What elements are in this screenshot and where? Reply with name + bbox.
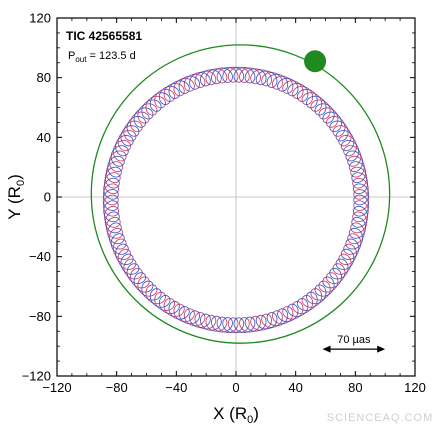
scale-bar-arrow-left — [322, 345, 331, 353]
scale-bar: 70 µas — [322, 334, 386, 353]
y-axis-label: Y (R0) — [5, 174, 27, 220]
ticks — [56, 17, 416, 377]
y-tick-label: −80 — [29, 309, 51, 324]
y-tick-label: 0 — [44, 190, 51, 205]
y-tick-label: −40 — [29, 249, 51, 264]
y-tick-label: 80 — [37, 70, 51, 85]
x-tick-label: 0 — [232, 380, 239, 395]
scale-bar-arrow-right — [377, 345, 386, 353]
x-tick-label: 40 — [288, 380, 302, 395]
inner-orbit-layer — [102, 66, 370, 334]
y-tick-label: −120 — [22, 369, 51, 384]
y-tick-labels: −120 −80 −40 0 40 80 120 — [22, 11, 51, 384]
companion-point — [304, 50, 327, 73]
x-tick-label: −40 — [165, 380, 187, 395]
y-tick-label: 120 — [29, 11, 51, 26]
watermark: SCIENCEAQ.COM — [327, 412, 433, 424]
companion-layer — [304, 50, 327, 73]
inner-orbit-line-2 — [102, 66, 370, 334]
chart-title: TIC 42565581 — [66, 29, 142, 43]
x-tick-labels: −120 −80 −40 0 40 80 120 — [42, 380, 426, 395]
outer-orbit-line — [90, 44, 391, 344]
x-tick-label: 80 — [348, 380, 362, 395]
period-annotation: Pout = 123.5 d — [68, 50, 136, 64]
scale-bar-label: 70 µas — [337, 334, 371, 346]
y-tick-label: 40 — [37, 130, 51, 145]
x-axis-label: X (R0) — [213, 404, 259, 426]
x-tick-label: −120 — [42, 380, 71, 395]
x-tick-label: 120 — [404, 380, 426, 395]
inner-orbit-line-1 — [102, 66, 370, 334]
outer-orbit-layer — [90, 44, 391, 344]
x-tick-label: −80 — [106, 380, 128, 395]
